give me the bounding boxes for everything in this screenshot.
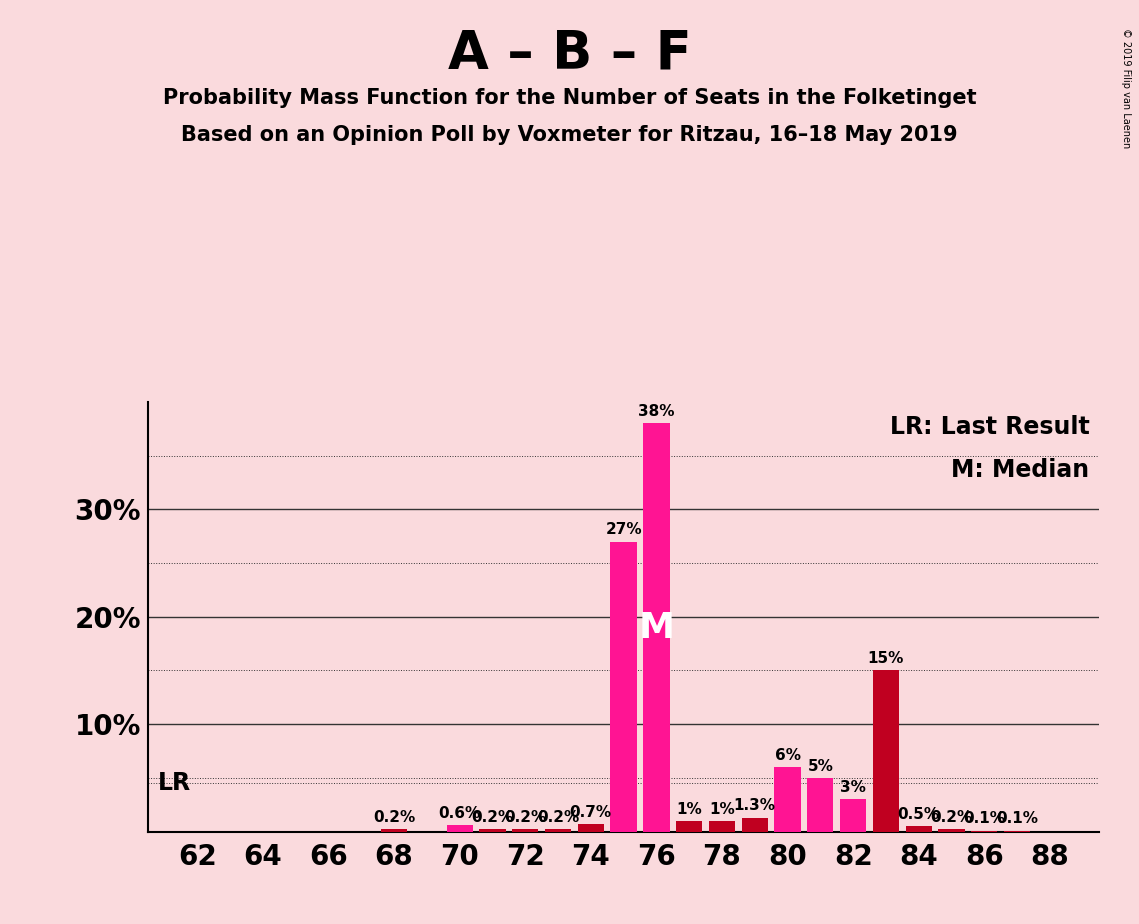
Text: 0.7%: 0.7% (570, 805, 612, 820)
Text: LR: Last Result: LR: Last Result (890, 415, 1090, 439)
Bar (380, 830, 407, 832)
Bar (544, 830, 571, 832)
Bar (1003, 831, 1031, 832)
Text: 0.2%: 0.2% (372, 810, 415, 825)
Bar (775, 767, 801, 832)
Text: LR: LR (158, 772, 191, 796)
Text: M: Median: M: Median (951, 457, 1090, 481)
Bar (708, 821, 735, 832)
Bar (872, 671, 899, 832)
Bar (644, 423, 670, 832)
Bar (677, 821, 703, 832)
Text: M: M (638, 611, 674, 645)
Text: Based on an Opinion Poll by Voxmeter for Ritzau, 16–18 May 2019: Based on an Opinion Poll by Voxmeter for… (181, 125, 958, 145)
Text: 0.2%: 0.2% (536, 810, 579, 825)
Text: 1.3%: 1.3% (734, 798, 776, 813)
Bar (906, 826, 932, 832)
Bar (841, 799, 867, 832)
Bar (446, 825, 473, 832)
Text: 0.2%: 0.2% (931, 810, 973, 825)
Text: 0.1%: 0.1% (997, 811, 1038, 826)
Text: 0.2%: 0.2% (472, 810, 514, 825)
Bar (939, 830, 965, 832)
Bar (972, 831, 998, 832)
Bar (741, 818, 768, 832)
Bar (513, 830, 539, 832)
Bar (611, 541, 637, 832)
Text: 3%: 3% (841, 780, 866, 795)
Text: 0.1%: 0.1% (964, 811, 1006, 826)
Text: 15%: 15% (868, 651, 904, 666)
Bar (577, 824, 604, 832)
Text: 1%: 1% (710, 801, 735, 817)
Text: 38%: 38% (638, 404, 674, 419)
Text: 1%: 1% (677, 801, 702, 817)
Text: 27%: 27% (605, 522, 642, 537)
Text: Probability Mass Function for the Number of Seats in the Folketinget: Probability Mass Function for the Number… (163, 88, 976, 108)
Text: 0.6%: 0.6% (439, 806, 481, 821)
Text: 0.2%: 0.2% (505, 810, 547, 825)
Text: 6%: 6% (775, 748, 801, 763)
Bar (808, 778, 834, 832)
Text: A – B – F: A – B – F (448, 28, 691, 79)
Bar (480, 830, 506, 832)
Text: 5%: 5% (808, 759, 834, 773)
Text: 0.5%: 0.5% (898, 807, 940, 822)
Text: © 2019 Filip van Laenen: © 2019 Filip van Laenen (1121, 28, 1131, 148)
